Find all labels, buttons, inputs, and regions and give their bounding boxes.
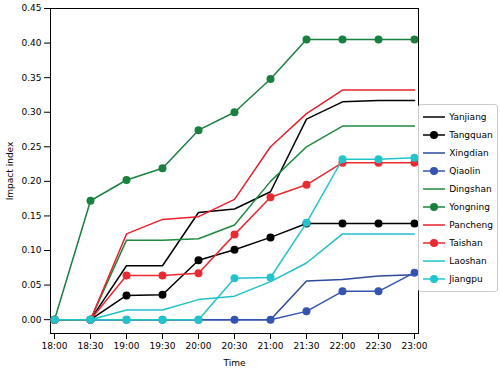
svg-text:19:30: 19:30	[150, 341, 176, 351]
svg-text:0.20: 0.20	[21, 176, 41, 186]
svg-text:Impact index: Impact index	[5, 141, 15, 200]
svg-text:22:30: 22:30	[366, 341, 392, 351]
svg-text:0.00: 0.00	[21, 315, 41, 325]
html-text:Laoshan: Laoshan	[449, 256, 487, 266]
html-text:Jiangpu: Jiangpu	[449, 274, 483, 284]
svg-text:21:00: 21:00	[258, 341, 284, 351]
svg-text:22:00: 22:00	[330, 341, 356, 351]
svg-text:23:00: 23:00	[402, 341, 428, 351]
html-text:Dingshan: Dingshan	[449, 184, 492, 194]
svg-text:0.05: 0.05	[21, 280, 41, 290]
svg-text:19:00: 19:00	[114, 341, 140, 351]
svg-text:0.40: 0.40	[21, 38, 41, 48]
html-text:Taishan: Taishan	[449, 238, 483, 248]
svg-text:20:00: 20:00	[186, 341, 212, 351]
svg-text:0.10: 0.10	[21, 245, 41, 255]
svg-text:0.25: 0.25	[21, 142, 41, 152]
html-text:Xingdian: Xingdian	[449, 148, 489, 158]
svg-text:18:00: 18:00	[42, 341, 68, 351]
svg-text:0.45: 0.45	[21, 3, 41, 13]
svg-text:0.35: 0.35	[21, 73, 41, 83]
svg-text:21:30: 21:30	[294, 341, 320, 351]
svg-text:20:30: 20:30	[222, 341, 248, 351]
svg-text:18:30: 18:30	[78, 341, 104, 351]
svg-text:Time: Time	[222, 358, 245, 368]
html-text:Yongning: Yongning	[449, 202, 490, 212]
html-text:Pancheng: Pancheng	[449, 220, 493, 230]
svg-text:0.30: 0.30	[21, 107, 41, 117]
html-text:Tangquan: Tangquan	[449, 130, 493, 140]
html-text:Qiaolin: Qiaolin	[449, 166, 481, 176]
svg-text:0.15: 0.15	[21, 211, 41, 221]
html-text:Yanjiang: Yanjiang	[449, 112, 487, 122]
